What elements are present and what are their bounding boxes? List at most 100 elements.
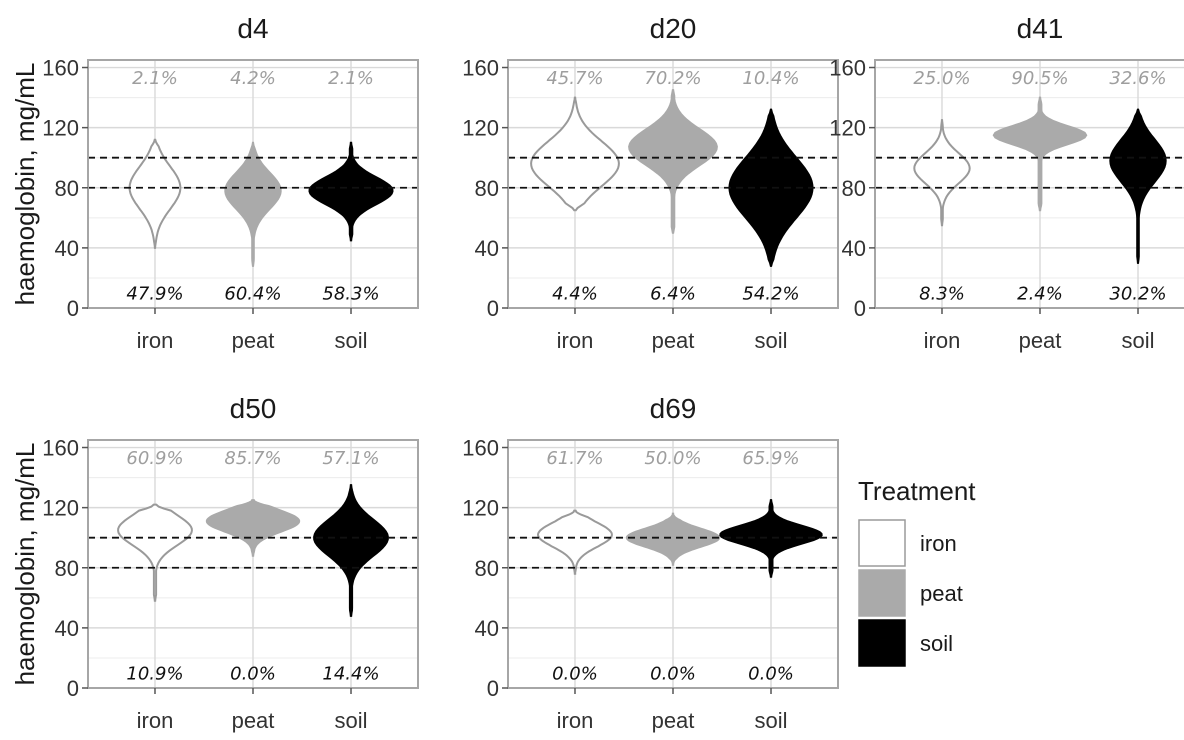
- violin-peat: [224, 141, 282, 267]
- y-tick-label: 80: [475, 176, 499, 201]
- legend-label-peat: peat: [920, 581, 963, 606]
- pct-below-peat: 0.0%: [230, 664, 276, 685]
- pct-below-iron: 10.9%: [126, 664, 183, 685]
- y-tick-label: 160: [462, 56, 499, 81]
- violin-peat: [992, 96, 1088, 212]
- panel-d50: [82, 439, 419, 694]
- pct-below-iron: 8.3%: [919, 284, 965, 305]
- y-tick-label: 80: [842, 176, 866, 201]
- panel-d4: [82, 59, 419, 314]
- panel-title: d69: [650, 393, 697, 424]
- x-tick-label: iron: [137, 328, 174, 353]
- y-tick-label: 160: [829, 56, 866, 81]
- pct-below-iron: 0.0%: [552, 664, 598, 685]
- pct-below-peat: 60.4%: [224, 284, 281, 305]
- violin-iron: [536, 509, 613, 575]
- x-tick-label: soil: [335, 328, 368, 353]
- legend-title: Treatment: [858, 476, 976, 506]
- x-tick-label: soil: [755, 328, 788, 353]
- legend-swatch-peat: [858, 569, 906, 617]
- pct-below-iron: 47.9%: [126, 284, 183, 305]
- pct-above-peat: 85.7%: [224, 448, 281, 469]
- y-tick-label: 80: [55, 556, 79, 581]
- pct-above-iron: 45.7%: [546, 68, 603, 89]
- y-tick-label: 40: [475, 616, 499, 641]
- legend-swatch-iron: [858, 519, 906, 567]
- pct-below-soil: 14.4%: [322, 664, 379, 685]
- x-tick-label: iron: [924, 328, 961, 353]
- violin-iron: [913, 119, 971, 227]
- legend: [858, 519, 906, 667]
- x-tick-label: iron: [557, 708, 594, 733]
- y-tick-label: 0: [487, 676, 499, 701]
- y-tick-label: 120: [462, 116, 499, 141]
- pct-below-peat: 6.4%: [650, 284, 696, 305]
- pct-above-peat: 50.0%: [644, 448, 701, 469]
- x-tick-label: iron: [557, 328, 594, 353]
- y-tick-label: 0: [67, 676, 79, 701]
- pct-below-peat: 0.0%: [650, 664, 696, 685]
- legend-swatch-soil: [858, 619, 906, 667]
- x-tick-label: peat: [1019, 328, 1062, 353]
- pct-above-iron: 2.1%: [132, 68, 178, 89]
- pct-above-peat: 90.5%: [1011, 68, 1068, 89]
- panel-title: d50: [230, 393, 277, 424]
- pct-above-iron: 61.7%: [546, 448, 603, 469]
- violin-iron: [128, 138, 182, 249]
- y-tick-label: 160: [42, 56, 79, 81]
- pct-below-soil: 58.3%: [322, 284, 379, 305]
- y-axis-label: haemoglobin, mg/mL: [10, 63, 40, 306]
- panel-title: d4: [237, 13, 268, 44]
- panel-d20: [502, 59, 839, 314]
- pct-above-soil: 57.1%: [322, 448, 379, 469]
- pct-below-soil: 0.0%: [748, 664, 794, 685]
- violin-peat: [625, 512, 721, 566]
- violin-soil: [728, 108, 814, 267]
- pct-above-iron: 25.0%: [913, 68, 970, 89]
- x-tick-label: peat: [652, 708, 695, 733]
- y-tick-label: 40: [55, 616, 79, 641]
- y-tick-label: 120: [42, 116, 79, 141]
- y-tick-label: 120: [829, 116, 866, 141]
- y-tick-label: 80: [475, 556, 499, 581]
- pct-above-iron: 60.9%: [126, 448, 183, 469]
- y-tick-label: 120: [462, 496, 499, 521]
- pct-below-soil: 54.2%: [742, 284, 799, 305]
- y-tick-label: 0: [854, 296, 866, 321]
- violin-iron: [530, 96, 620, 212]
- y-tick-label: 120: [42, 496, 79, 521]
- x-tick-label: soil: [755, 708, 788, 733]
- x-tick-label: peat: [232, 708, 275, 733]
- legend-label-iron: iron: [920, 531, 957, 556]
- x-tick-label: iron: [137, 708, 174, 733]
- y-axis-label: haemoglobin, mg/mL: [10, 443, 40, 686]
- x-tick-label: peat: [232, 328, 275, 353]
- pct-above-peat: 70.2%: [644, 68, 701, 89]
- y-tick-label: 80: [55, 176, 79, 201]
- pct-above-soil: 65.9%: [742, 448, 799, 469]
- violin-iron: [117, 503, 193, 602]
- y-tick-label: 0: [67, 296, 79, 321]
- violin-soil: [308, 141, 394, 242]
- y-tick-label: 40: [475, 236, 499, 261]
- violin-soil: [1109, 108, 1167, 264]
- panel-title: d20: [650, 13, 697, 44]
- panel-d69: [502, 439, 839, 694]
- pct-above-soil: 32.6%: [1109, 68, 1166, 89]
- y-tick-label: 160: [42, 436, 79, 461]
- panel-title: d41: [1017, 13, 1064, 44]
- violin-soil: [313, 484, 389, 617]
- x-tick-label: soil: [335, 708, 368, 733]
- y-tick-label: 0: [487, 296, 499, 321]
- panel-d41: [869, 59, 1184, 314]
- y-tick-label: 160: [462, 436, 499, 461]
- pct-below-peat: 2.4%: [1017, 284, 1063, 305]
- pct-above-peat: 4.2%: [230, 68, 276, 89]
- pct-below-iron: 4.4%: [552, 284, 598, 305]
- pct-above-soil: 10.4%: [742, 68, 799, 89]
- y-tick-label: 40: [842, 236, 866, 261]
- pct-below-soil: 30.2%: [1109, 284, 1166, 305]
- y-tick-label: 40: [55, 236, 79, 261]
- x-tick-label: soil: [1122, 328, 1155, 353]
